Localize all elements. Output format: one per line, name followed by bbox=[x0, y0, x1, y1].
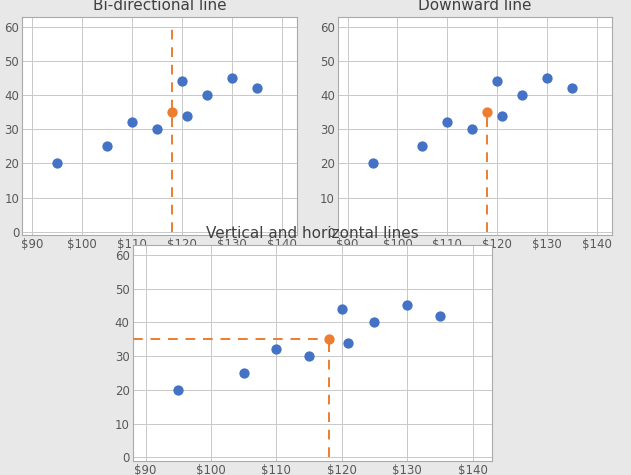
Title: Downward line: Downward line bbox=[418, 0, 531, 13]
Point bbox=[402, 302, 412, 309]
Point bbox=[517, 91, 528, 99]
Point bbox=[367, 160, 377, 167]
Point bbox=[177, 78, 187, 86]
Point bbox=[337, 305, 347, 313]
Point bbox=[304, 352, 314, 360]
Point bbox=[567, 85, 577, 92]
Point bbox=[252, 85, 262, 92]
Point bbox=[202, 91, 212, 99]
Point bbox=[468, 125, 478, 133]
Point bbox=[542, 74, 552, 82]
Point bbox=[127, 119, 137, 126]
Point bbox=[343, 339, 353, 346]
Point bbox=[52, 160, 62, 167]
Point bbox=[324, 335, 334, 343]
Point bbox=[102, 142, 112, 150]
Point bbox=[492, 78, 502, 86]
Point bbox=[482, 108, 492, 116]
Title: Bi-directional line: Bi-directional line bbox=[93, 0, 226, 13]
Point bbox=[369, 319, 379, 326]
Title: Vertical and horizontal lines: Vertical and horizontal lines bbox=[206, 226, 419, 241]
Point bbox=[167, 108, 177, 116]
Point bbox=[174, 386, 184, 394]
Point bbox=[227, 74, 237, 82]
Point bbox=[435, 312, 445, 319]
Point bbox=[271, 345, 281, 353]
Point bbox=[182, 112, 192, 119]
Point bbox=[417, 142, 427, 150]
Point bbox=[239, 369, 249, 377]
Point bbox=[497, 112, 507, 119]
Point bbox=[152, 125, 162, 133]
Point bbox=[442, 119, 452, 126]
